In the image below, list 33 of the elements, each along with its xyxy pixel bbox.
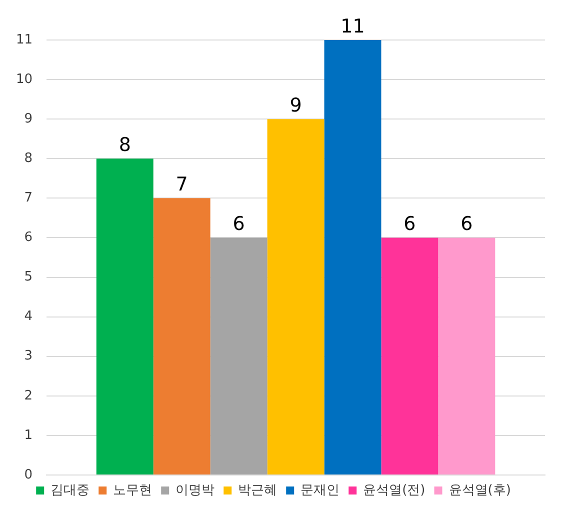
legend-label: 윤석열(후) (448, 482, 511, 498)
legend-label: 노무현 (113, 482, 152, 498)
bar (324, 40, 382, 474)
y-tick-label: 10 (16, 72, 33, 87)
bar (96, 158, 154, 474)
y-tick-label: 9 (24, 111, 33, 126)
legend-label: 김대중 (50, 482, 90, 498)
y-tick-label: 5 (24, 270, 33, 285)
legend-label: 이명박 (176, 482, 215, 498)
legend-label: 윤석열(전) (363, 482, 426, 498)
legend-label: 박근혜 (238, 482, 278, 498)
y-tick-label: 8 (24, 151, 33, 166)
data-label: 11 (340, 15, 365, 38)
y-tick-label: 6 (24, 230, 33, 246)
data-label: 7 (176, 174, 188, 196)
y-tick-label: 1 (24, 428, 33, 443)
data-label: 6 (460, 213, 473, 236)
data-label: 6 (232, 213, 245, 236)
legend-label: 문재인 (300, 482, 340, 498)
bar (267, 119, 324, 474)
bar (438, 238, 496, 474)
y-tick-label: 11 (16, 32, 33, 48)
y-tick-label: 7 (24, 190, 33, 206)
data-label: 9 (290, 94, 302, 117)
y-tick-label: 3 (24, 348, 33, 364)
data-label: 8 (118, 134, 131, 156)
data-label: 6 (404, 213, 416, 236)
y-tick-label: 2 (24, 388, 33, 404)
bar (210, 238, 268, 474)
y-tick-label: 0 (24, 467, 33, 482)
bar (153, 198, 210, 474)
bar (381, 238, 438, 474)
y-tick-label: 4 (24, 309, 33, 324)
